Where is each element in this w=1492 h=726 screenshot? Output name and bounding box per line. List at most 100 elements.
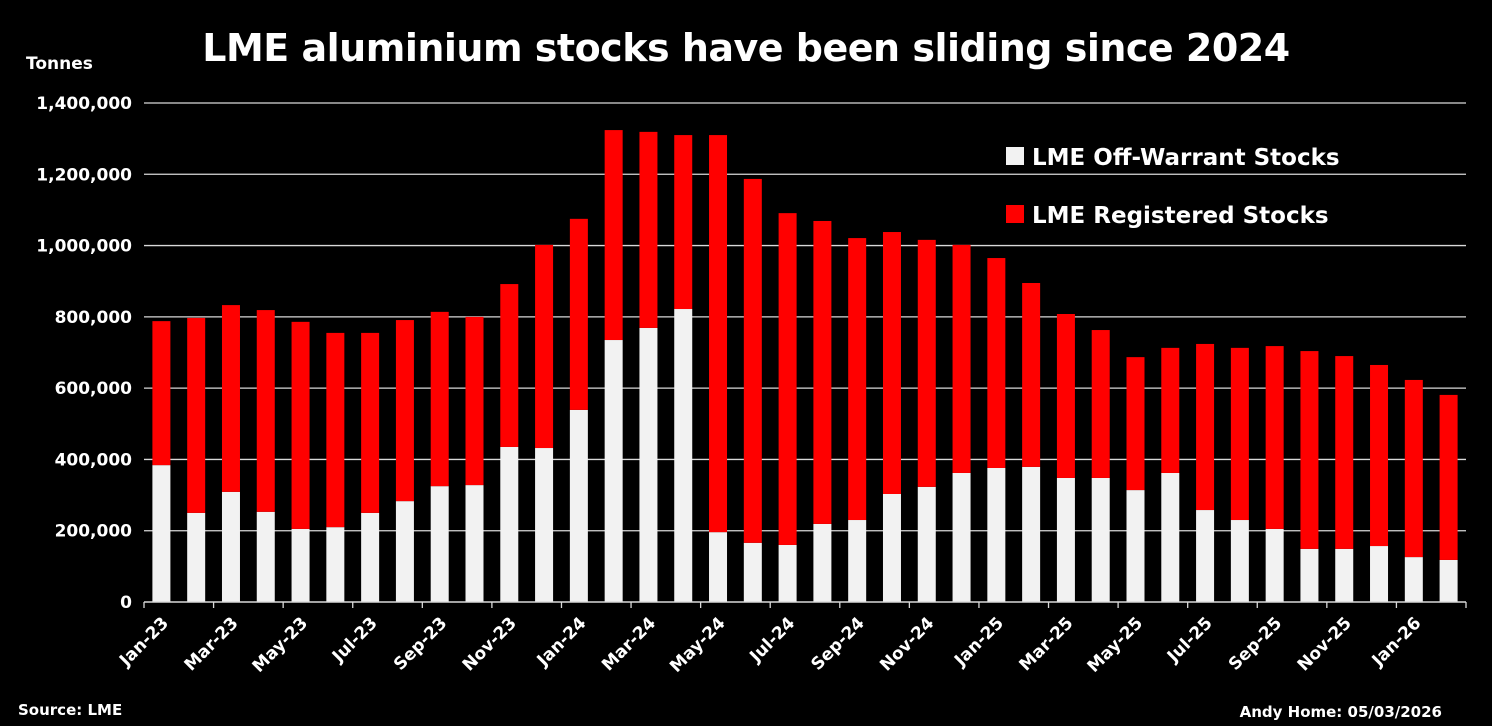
registered-bar: [430, 311, 449, 487]
x-tick-label: Sep-23: [390, 613, 451, 674]
off-warrant-bar: [187, 512, 206, 602]
registered-bar: [221, 305, 240, 492]
x-tick-label: Nov-24: [876, 613, 938, 675]
registered-bar: [952, 244, 971, 473]
off-warrant-bar: [709, 532, 728, 602]
off-warrant-bar: [813, 523, 832, 602]
off-warrant-bar: [500, 446, 519, 602]
off-warrant-bar: [152, 465, 171, 602]
registered-bar: [395, 320, 414, 502]
off-warrant-bar: [1196, 510, 1215, 602]
off-warrant-bar: [604, 340, 623, 602]
registered-bar: [187, 317, 206, 513]
off-warrant-bar: [465, 485, 484, 602]
off-warrant-bar: [1056, 477, 1075, 602]
registered-bar: [1161, 347, 1180, 473]
y-tick-label: 1,000,000: [36, 237, 132, 257]
off-warrant-bar: [291, 528, 310, 602]
x-tick-label: May-23: [249, 613, 312, 676]
registered-bar: [152, 321, 171, 466]
off-warrant-bar: [430, 486, 449, 602]
x-tick-label: Nov-23: [459, 613, 521, 675]
off-warrant-bar: [674, 309, 693, 602]
off-warrant-bar: [1230, 520, 1249, 602]
registered-bar: [569, 218, 588, 410]
off-warrant-bar: [917, 486, 936, 602]
registered-bar: [1126, 357, 1145, 491]
registered-bar: [848, 238, 867, 521]
legend-swatch: [1006, 205, 1024, 223]
x-tick-label: May-24: [666, 613, 730, 677]
y-tick-label: 1,400,000: [36, 94, 132, 114]
x-tick-label: Nov-25: [1294, 613, 1356, 675]
source-note: Source: LME: [18, 701, 123, 719]
x-tick-label: Jan-23: [115, 613, 173, 671]
y-tick-label: 400,000: [55, 450, 133, 470]
off-warrant-bar: [1335, 548, 1354, 602]
off-warrant-bar: [1300, 548, 1319, 602]
y-tick-label: 0: [120, 593, 132, 613]
y-tick-label: 1,200,000: [36, 165, 132, 185]
registered-bar: [1056, 314, 1075, 478]
registered-bar: [639, 131, 658, 328]
off-warrant-bar: [1265, 528, 1284, 602]
author-credit: Andy Home: 05/03/2026: [1239, 703, 1442, 721]
registered-bar: [604, 130, 623, 341]
x-tick-label: May-25: [1084, 613, 1147, 676]
off-warrant-bar: [639, 327, 658, 602]
registered-bar: [778, 213, 797, 545]
legend-swatch: [1006, 147, 1024, 165]
registered-bar: [1404, 379, 1423, 558]
registered-bar: [1439, 394, 1458, 560]
registered-bar: [291, 321, 310, 529]
off-warrant-bar: [743, 542, 762, 602]
registered-bar: [256, 310, 275, 512]
registered-bar: [1265, 346, 1284, 529]
registered-bar: [813, 220, 832, 524]
x-tick-label: Mar-23: [181, 613, 243, 675]
off-warrant-bar: [256, 511, 275, 602]
registered-bar: [743, 178, 762, 543]
registered-bar: [1196, 343, 1215, 511]
x-tick-label: Mar-25: [1016, 613, 1078, 675]
off-warrant-bar: [1439, 559, 1458, 602]
off-warrant-bar: [1161, 472, 1180, 602]
off-warrant-bar: [326, 527, 345, 602]
chart-title: LME aluminium stocks have been sliding s…: [202, 26, 1290, 70]
off-warrant-bar: [535, 448, 554, 602]
off-warrant-bar: [1022, 466, 1041, 602]
off-warrant-bar: [221, 491, 240, 602]
registered-bar: [1335, 356, 1354, 549]
off-warrant-bar: [569, 409, 588, 602]
registered-bar: [1022, 282, 1041, 467]
registered-bar: [987, 258, 1006, 468]
registered-bar: [709, 135, 728, 533]
registered-bar: [326, 332, 345, 528]
registered-bar: [1230, 347, 1249, 521]
off-warrant-bar: [395, 501, 414, 602]
registered-bar: [1091, 330, 1110, 478]
off-warrant-bar: [952, 472, 971, 602]
y-tick-label: 800,000: [55, 308, 133, 328]
x-tick-label: Jul-24: [745, 613, 799, 667]
x-tick-label: Jan-26: [1368, 613, 1426, 671]
x-tick-label: Jan-24: [533, 613, 591, 671]
off-warrant-bar: [848, 520, 867, 602]
registered-bar: [674, 135, 693, 310]
registered-bar: [465, 316, 484, 486]
x-tick-label: Sep-24: [807, 613, 868, 674]
off-warrant-bar: [987, 467, 1006, 602]
off-warrant-bar: [1370, 546, 1389, 602]
registered-bar: [535, 244, 554, 449]
off-warrant-bar: [1091, 477, 1110, 602]
x-tick-label: Jul-23: [328, 613, 382, 667]
x-tick-label: Jul-25: [1163, 613, 1217, 667]
off-warrant-bar: [882, 494, 901, 602]
registered-bar: [917, 239, 936, 487]
off-warrant-bar: [778, 544, 797, 602]
y-tick-label: 600,000: [55, 379, 133, 399]
registered-bar: [500, 284, 519, 447]
legend-label: LME Off-Warrant Stocks: [1032, 145, 1340, 171]
x-tick-label: Sep-25: [1225, 613, 1286, 674]
